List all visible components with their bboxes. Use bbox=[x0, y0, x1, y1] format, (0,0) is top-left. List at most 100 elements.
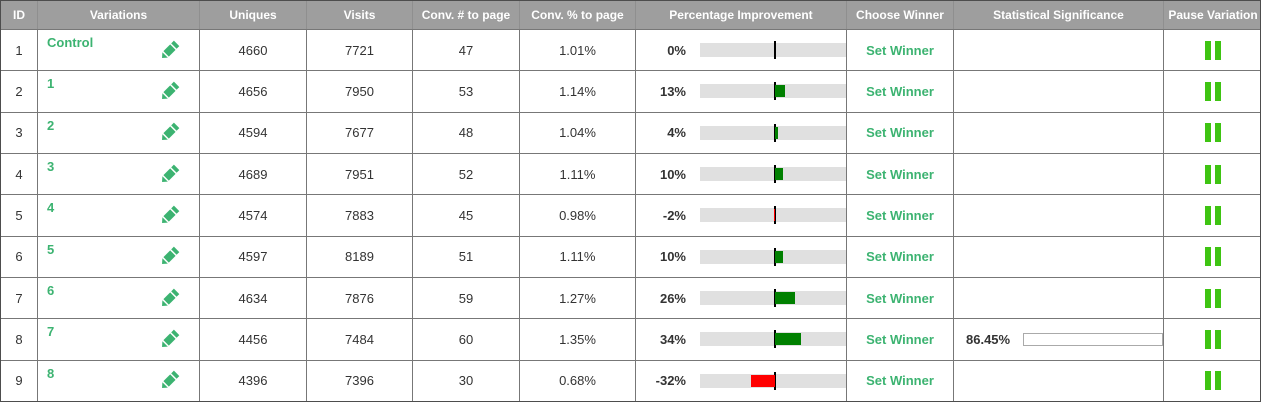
set-winner-button[interactable]: Set Winner bbox=[860, 331, 940, 348]
improvement-bar-fill bbox=[775, 85, 785, 98]
pencil-icon bbox=[158, 288, 181, 313]
visits-value: 7950 bbox=[307, 71, 413, 112]
pause-variation-button[interactable] bbox=[1201, 326, 1225, 353]
pause-variation-button[interactable] bbox=[1201, 202, 1225, 229]
pencil-icon bbox=[158, 40, 181, 65]
pause-variation-button[interactable] bbox=[1201, 78, 1225, 105]
pause-icon bbox=[1205, 371, 1221, 391]
set-winner-button[interactable]: Set Winner bbox=[860, 83, 940, 100]
variation-name: 3 bbox=[47, 158, 55, 174]
conversion-rate-value: 1.11% bbox=[520, 153, 636, 195]
set-winner-button[interactable]: Set Winner bbox=[860, 372, 940, 389]
improvement-bar-fill bbox=[775, 292, 795, 305]
edit-variation-button[interactable] bbox=[158, 204, 181, 227]
improvement-bar bbox=[700, 41, 846, 60]
improvement-label: 34% bbox=[659, 331, 686, 347]
visits-value: 7951 bbox=[307, 153, 413, 195]
improvement-bar-fill bbox=[775, 250, 783, 263]
improvement-label: 10% bbox=[659, 166, 686, 182]
pause-variation-button[interactable] bbox=[1201, 285, 1225, 312]
choose-winner-cell: Set Winner bbox=[847, 319, 954, 360]
pause-cell bbox=[1164, 319, 1261, 359]
conversions-value: 60 bbox=[413, 319, 520, 360]
pause-cell bbox=[1164, 71, 1261, 111]
row-id: 8 bbox=[1, 319, 38, 360]
edit-variation-button[interactable] bbox=[158, 39, 181, 62]
pause-cell bbox=[1164, 237, 1261, 277]
set-winner-button[interactable]: Set Winner bbox=[860, 166, 940, 183]
column-header-id: ID bbox=[1, 1, 38, 29]
pause-variation-button[interactable] bbox=[1201, 367, 1225, 394]
variation-name: Control bbox=[47, 35, 94, 50]
uniques-value: 4656 bbox=[200, 71, 307, 112]
improvement-bar bbox=[700, 165, 846, 184]
table-row: 3 2 4594 7677 48 1.04% 4% bbox=[1, 111, 1260, 153]
edit-variation-button[interactable] bbox=[158, 287, 181, 310]
set-winner-button[interactable]: Set Winner bbox=[860, 248, 940, 265]
variation-name: 7 bbox=[47, 324, 55, 340]
pause-cell bbox=[1164, 195, 1261, 235]
variation-name: 1 bbox=[47, 76, 55, 92]
significance-cell bbox=[954, 236, 1164, 277]
row-id: 3 bbox=[1, 112, 38, 153]
column-header-conversions: Conv. # to page bbox=[413, 1, 520, 29]
conversions-value: 52 bbox=[413, 153, 520, 195]
pause-variation-button[interactable] bbox=[1201, 161, 1225, 188]
variation-cell: 5 bbox=[38, 236, 200, 277]
significance-cell bbox=[954, 71, 1164, 112]
improvement-label: -2% bbox=[662, 207, 686, 223]
improvement-bar bbox=[700, 82, 846, 101]
variation-name: 4 bbox=[47, 200, 55, 216]
pause-icon bbox=[1205, 164, 1221, 184]
choose-winner-cell: Set Winner bbox=[847, 112, 954, 153]
row-id: 5 bbox=[1, 195, 38, 236]
set-winner-button[interactable]: Set Winner bbox=[860, 290, 940, 307]
pause-icon bbox=[1205, 288, 1221, 308]
visits-value: 7677 bbox=[307, 112, 413, 153]
improvement-bar bbox=[700, 123, 846, 142]
column-header-conversion-rate: Conv. % to page bbox=[520, 1, 636, 29]
improvement-baseline-tick bbox=[774, 41, 776, 60]
table-row: 9 8 4396 7396 30 0.68% -32% bbox=[1, 359, 1261, 401]
edit-variation-button[interactable] bbox=[158, 245, 181, 268]
row-id: 4 bbox=[1, 153, 38, 195]
edit-variation-button[interactable] bbox=[158, 163, 181, 186]
row-id: 1 bbox=[1, 30, 38, 71]
column-header-statistical-significance: Statistical Significance bbox=[954, 1, 1164, 29]
conversions-value: 59 bbox=[413, 277, 520, 319]
improvement-bar bbox=[700, 206, 846, 225]
choose-winner-cell: Set Winner bbox=[847, 30, 954, 71]
visits-value: 8189 bbox=[307, 236, 413, 277]
pause-variation-button[interactable] bbox=[1201, 119, 1225, 146]
edit-variation-button[interactable] bbox=[158, 369, 181, 392]
pause-cell bbox=[1164, 361, 1261, 401]
significance-cell bbox=[954, 277, 1164, 319]
table-row: 4 3 4689 7951 52 1.11% 10% bbox=[1, 152, 1260, 195]
significance-cell bbox=[954, 30, 1164, 71]
pause-icon bbox=[1205, 329, 1221, 349]
variation-cell: 3 bbox=[38, 153, 200, 195]
pause-variation-button[interactable] bbox=[1201, 37, 1225, 64]
edit-variation-button[interactable] bbox=[158, 121, 181, 144]
improvement-bar-fill bbox=[775, 168, 783, 181]
pause-variation-button[interactable] bbox=[1201, 243, 1225, 270]
variation-cell: 8 bbox=[38, 360, 200, 401]
set-winner-button[interactable]: Set Winner bbox=[860, 207, 940, 224]
visits-value: 7721 bbox=[307, 30, 413, 71]
set-winner-button[interactable]: Set Winner bbox=[860, 124, 940, 141]
edit-variation-button[interactable] bbox=[158, 328, 181, 351]
conversion-rate-value: 1.35% bbox=[520, 319, 636, 360]
pencil-icon bbox=[158, 370, 181, 395]
table-row: 8 7 4456 7484 60 1.35% 34% bbox=[1, 318, 1261, 360]
set-winner-button[interactable]: Set Winner bbox=[860, 42, 940, 59]
improvement-label: 4% bbox=[667, 125, 686, 141]
visits-value: 7484 bbox=[307, 319, 413, 360]
conversions-value: 47 bbox=[413, 30, 520, 71]
significance-cell bbox=[954, 195, 1164, 236]
significance-cell bbox=[954, 112, 1164, 153]
variation-name: 5 bbox=[47, 241, 55, 257]
column-header-visits: Visits bbox=[307, 1, 413, 29]
edit-variation-button[interactable] bbox=[158, 80, 181, 103]
choose-winner-cell: Set Winner bbox=[847, 277, 954, 319]
